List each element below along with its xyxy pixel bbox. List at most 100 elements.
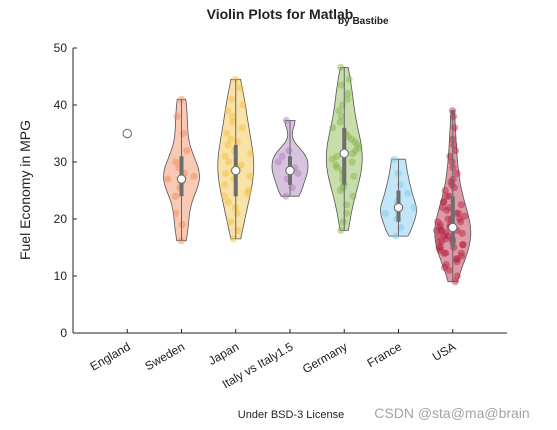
median-3 — [285, 165, 295, 176]
data-point-6-13 — [437, 243, 445, 252]
data-point-6-10 — [457, 249, 465, 257]
data-point-2-26 — [229, 112, 237, 120]
data-point-5-3 — [381, 209, 389, 217]
data-point-1-13 — [173, 112, 181, 120]
data-point-2-29 — [228, 95, 236, 103]
data-point-2-6 — [220, 192, 228, 200]
median-6 — [447, 222, 458, 233]
data-point-4-13 — [332, 161, 340, 169]
data-point-2-16 — [225, 158, 233, 166]
x-tick-label-4: Germany — [300, 339, 350, 376]
median-4 — [339, 148, 349, 159]
data-point-4-1 — [339, 218, 347, 226]
data-point-4-27 — [337, 112, 345, 120]
data-point-6-21 — [442, 235, 450, 243]
data-point-4-17 — [349, 149, 357, 157]
data-point-4-18 — [352, 147, 360, 155]
data-point-4-12 — [333, 164, 341, 172]
data-point-6-50 — [440, 198, 448, 206]
data-point-6-49 — [440, 198, 448, 206]
median-0 — [122, 128, 133, 139]
data-point-6-55 — [448, 181, 456, 189]
data-point-6-2 — [445, 266, 453, 274]
data-point-3-8 — [282, 116, 290, 124]
data-point-3-6 — [278, 152, 286, 160]
data-point-6-66 — [449, 112, 457, 120]
data-point-1-12 — [179, 129, 187, 138]
data-point-6-45 — [443, 206, 451, 214]
data-point-2-17 — [221, 152, 229, 160]
data-point-6-9 — [442, 249, 450, 257]
y-tick-label-5: 50 — [54, 41, 68, 55]
data-point-2-22 — [227, 135, 235, 143]
data-point-4-0 — [337, 226, 345, 234]
x-tick-label-1: Sweden — [142, 339, 187, 373]
data-point-2-7 — [243, 189, 251, 197]
data-point-4-32 — [337, 81, 345, 89]
data-point-6-7 — [452, 255, 460, 263]
watermark: CSDN @sta@ma@brain — [374, 405, 529, 421]
data-point-6-42 — [461, 212, 469, 220]
data-point-6-11 — [440, 249, 448, 257]
y-tick-label-0: 0 — [60, 326, 67, 340]
data-point-2-3 — [233, 209, 241, 217]
data-point-3-0 — [282, 192, 290, 200]
data-point-2-15 — [237, 161, 245, 169]
y-tick-label-4: 40 — [54, 98, 68, 112]
data-point-6-18 — [438, 238, 446, 246]
data-point-6-43 — [455, 209, 463, 217]
data-point-6-0 — [451, 278, 459, 286]
data-point-6-41 — [444, 215, 452, 223]
data-point-4-3 — [343, 201, 351, 209]
chart-title-suffix: by Bastibe — [338, 16, 389, 27]
data-point-5-9 — [390, 155, 398, 163]
data-point-4-26 — [336, 118, 344, 126]
data-point-6-37 — [434, 218, 442, 226]
data-point-4-31 — [344, 90, 352, 98]
data-point-2-20 — [224, 141, 232, 149]
data-point-2-9 — [221, 181, 229, 189]
chart-title: Violin Plots for Matlab — [207, 6, 354, 22]
data-point-4-20 — [353, 141, 361, 149]
data-point-4-2 — [343, 209, 351, 217]
x-tick-label-5: France — [365, 339, 405, 370]
data-point-6-17 — [459, 241, 467, 249]
data-point-2-18 — [247, 149, 255, 157]
data-point-2-25 — [228, 118, 237, 126]
data-point-2-24 — [238, 124, 246, 132]
data-point-6-6 — [453, 255, 461, 263]
data-point-6-4 — [442, 261, 450, 269]
data-point-6-30 — [433, 226, 441, 234]
data-point-3-7 — [285, 147, 293, 155]
data-point-6-47 — [438, 204, 447, 212]
data-point-6-28 — [437, 226, 445, 234]
data-point-2-27 — [224, 107, 232, 115]
data-point-2-31 — [231, 75, 240, 83]
data-point-5-4 — [410, 204, 418, 212]
data-point-1-2 — [172, 209, 180, 217]
data-point-1-6 — [164, 175, 172, 183]
data-point-4-9 — [350, 172, 358, 180]
data-point-6-65 — [451, 124, 459, 132]
data-point-6-60 — [448, 158, 456, 166]
data-point-2-5 — [224, 198, 232, 206]
data-point-2-11 — [246, 172, 254, 180]
data-point-6-62 — [452, 147, 460, 155]
median-5 — [393, 202, 404, 213]
data-point-6-29 — [438, 226, 446, 234]
data-point-4-33 — [345, 75, 353, 83]
y-tick-label-1: 10 — [54, 269, 68, 283]
data-point-4-29 — [338, 101, 346, 109]
data-point-4-34 — [337, 63, 345, 71]
data-point-6-25 — [440, 232, 448, 240]
data-point-6-48 — [457, 201, 465, 209]
data-point-6-51 — [443, 192, 451, 200]
data-point-2-2 — [226, 218, 235, 226]
data-point-4-4 — [349, 192, 357, 200]
data-point-6-12 — [436, 246, 444, 254]
x-tick-label-0: England — [88, 339, 133, 373]
data-point-6-8 — [458, 252, 466, 260]
data-point-4-21 — [351, 138, 359, 146]
